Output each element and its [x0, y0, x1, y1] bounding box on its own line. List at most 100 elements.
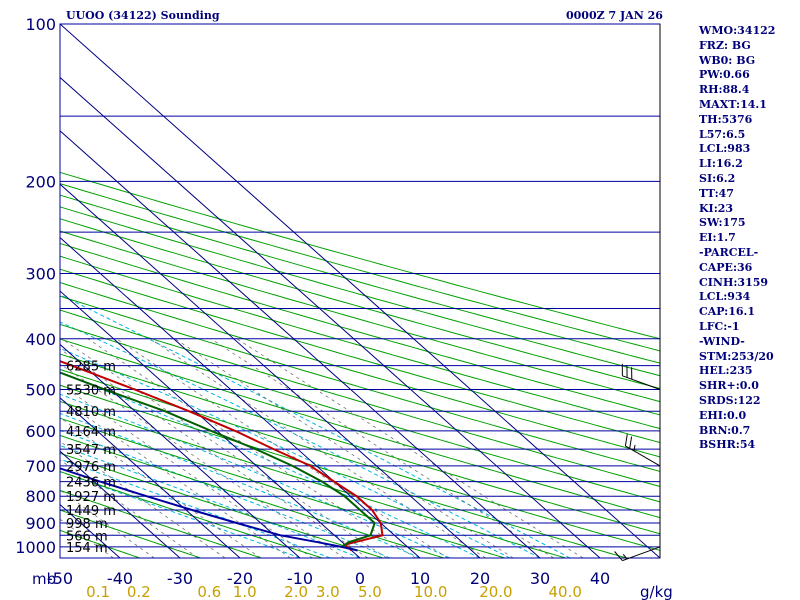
wind-barb-1000	[614, 546, 661, 562]
pressure-tick-200: 200	[25, 172, 56, 191]
index-item: MAXT:14.1	[699, 97, 767, 111]
height-label-500: 5530 m	[66, 384, 116, 399]
index-item: RH:88.4	[699, 83, 750, 97]
mixing-ratio-1.5	[60, 397, 291, 558]
temperature-tick--40: -40	[107, 569, 133, 588]
parcel-line	[60, 467, 358, 552]
dry-adiabat-150	[60, 230, 660, 403]
height-label-800: 1927 m	[66, 490, 116, 505]
pressure-tick-1000: 1000	[15, 538, 56, 557]
isotherm-10	[60, 236, 421, 558]
index-item: EI:1.7	[699, 231, 736, 245]
dry-adiabat-0	[60, 452, 384, 558]
dewpoint-line	[60, 371, 376, 548]
mixing-ratio-tick-0.6: 0.6	[197, 583, 221, 600]
mixing-ratio-7	[87, 338, 416, 558]
index-item: SRDS:122	[699, 393, 761, 407]
height-label-450: 6285 m	[66, 360, 116, 375]
index-item: SW:175	[699, 216, 746, 230]
mixing-ratio-tick-40.0: 40.0	[548, 583, 581, 600]
wind-staff-700	[625, 445, 661, 467]
wind-barb-500	[621, 363, 661, 390]
index-item: SI:6.2	[699, 171, 736, 185]
index-item: LCL:983	[699, 142, 751, 156]
dry-adiabat-160	[60, 218, 660, 390]
moist-adiabat-10	[60, 412, 421, 558]
index-item: SHR+:0.0	[699, 379, 759, 393]
isotherm-50	[60, 24, 660, 558]
index-item: -PARCEL-	[699, 245, 759, 259]
mixing-ratio-20	[174, 338, 514, 558]
index-item: WB0: BG	[699, 53, 756, 67]
wind-feather-700-1	[629, 436, 633, 449]
wind-barbs	[614, 24, 661, 562]
dry-adiabat-60	[60, 353, 660, 535]
dry-adiabat-90	[60, 309, 660, 487]
isotherm--20	[60, 397, 241, 558]
moist-adiabat-35	[60, 294, 571, 558]
mixing-ratio-0.6	[60, 440, 226, 558]
station-title: UUOO (34122) Sounding	[66, 9, 220, 22]
height-label-700: 2976 m	[66, 460, 116, 475]
mixing-ratio-10	[116, 338, 448, 558]
dry-adiabat-130	[60, 255, 660, 430]
moist-adiabat-30	[60, 321, 541, 558]
temperature-tick-10: 10	[410, 569, 430, 588]
dry-adiabat-10	[60, 434, 444, 558]
isotherm-20	[60, 183, 481, 558]
mixing-ratio-0.4	[60, 459, 199, 558]
index-item: BRN:0.7	[699, 423, 751, 437]
height-label-900: 998 m	[66, 517, 108, 532]
dry-adiabat-100	[60, 295, 660, 472]
mixing-ratio-tick-1.0: 1.0	[233, 583, 257, 600]
isobar-lines	[60, 24, 660, 558]
index-item: FRZ: BG	[699, 38, 751, 52]
index-item: CINH:3159	[699, 275, 769, 289]
isotherm--30	[60, 450, 181, 558]
temperature-tick-30: 30	[530, 569, 550, 588]
index-item: HEL:235	[699, 364, 753, 378]
isotherm-40	[60, 76, 601, 558]
temperature-tick--10: -10	[287, 569, 313, 588]
height-label-600: 4164 m	[66, 425, 116, 440]
wind-feather-700-0	[624, 434, 628, 446]
index-item: TT:47	[699, 186, 734, 200]
height-labels: 6285 m 5530 m 4810 m 4164 m 3547 m 2976 m2436…	[66, 360, 116, 556]
height-label-850: 1449 m	[66, 504, 116, 519]
wind-feather-1000-0	[614, 551, 623, 561]
pressure-tick-500: 500	[25, 381, 56, 400]
index-item: STM:253/20	[699, 349, 774, 363]
mixing-ratio-tick-20.0: 20.0	[479, 583, 512, 600]
mixing-ratio-tick-0.2: 0.2	[127, 583, 151, 600]
index-item: LI:16.2	[699, 157, 743, 171]
wind-staff-500	[622, 375, 661, 390]
sounding-profiles	[60, 360, 384, 552]
pressure-tick-900: 900	[25, 514, 56, 533]
mixing-ratio-tick-10.0: 10.0	[414, 583, 447, 600]
wind-barb-700	[624, 434, 661, 467]
isotherm-30	[60, 130, 541, 558]
dry-adiabat-80	[60, 323, 660, 503]
mixing-ratio-0.2	[60, 489, 155, 558]
index-item: CAP:16.1	[699, 305, 756, 319]
mixing-ratio-tick-2.0: 2.0	[284, 583, 308, 600]
sounding-indices: WMO:34122 FRZ: BG WB0: BG PW:0.66 RH:88.4 MAX…	[699, 24, 775, 453]
dry-adiabat-120	[60, 268, 660, 444]
height-label-950: 566 m	[66, 529, 108, 544]
mixing-ratio-4	[60, 348, 368, 558]
index-item: WMO:34122	[699, 24, 776, 37]
pressure-tick-700: 700	[25, 457, 56, 476]
dry-adiabat-180	[60, 194, 660, 364]
mixing-ratio-40	[236, 338, 584, 558]
dry-adiabat-20	[60, 417, 505, 558]
moist-adiabat-15	[60, 393, 451, 558]
moist-adiabat-5	[60, 429, 391, 558]
isotherm--50	[60, 557, 61, 558]
dry-adiabat-110	[60, 281, 660, 458]
index-item: CAPE:36	[699, 260, 753, 274]
pressure-tick-400: 400	[25, 330, 56, 349]
temperature-tick--50: -50	[47, 569, 73, 588]
index-item: L57:6.5	[699, 127, 746, 141]
